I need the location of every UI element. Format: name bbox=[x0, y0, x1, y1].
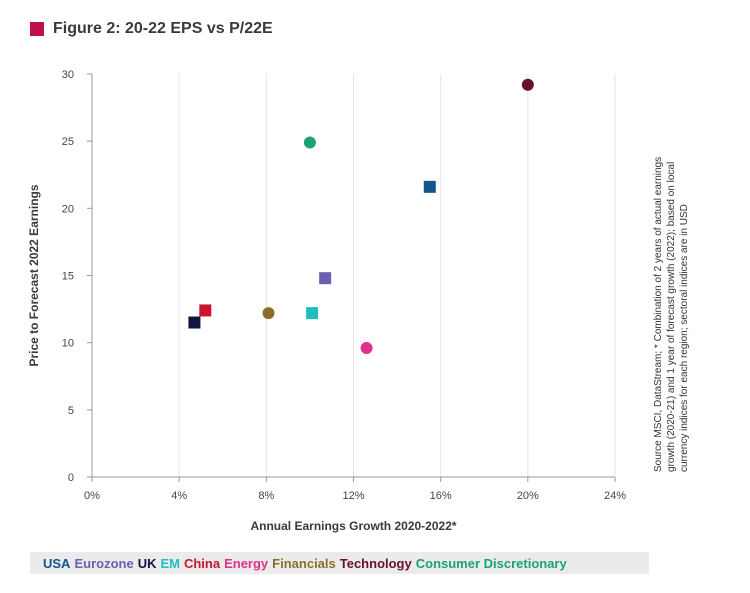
legend-item-china: China bbox=[183, 555, 221, 571]
data-point-eurozone bbox=[319, 272, 332, 285]
x-tick-label: 24% bbox=[604, 490, 626, 502]
legend-item-financials: Financials bbox=[272, 555, 336, 571]
title-marker bbox=[30, 22, 44, 36]
source-note: Source MSCI, DataStream; * Combination o… bbox=[653, 156, 690, 472]
data-point-technology bbox=[521, 78, 534, 91]
legend-item-energy: Energy bbox=[224, 555, 269, 571]
y-tick-label: 25 bbox=[62, 136, 74, 148]
x-tick-label: 20% bbox=[517, 490, 539, 502]
data-point-consumer-discretionary bbox=[303, 136, 316, 149]
data-point-china bbox=[199, 304, 212, 317]
legend-item-consumer-discretionary: Consumer Discretionary bbox=[415, 555, 567, 571]
data-point-usa bbox=[423, 180, 436, 193]
y-tick-label: 5 bbox=[68, 405, 74, 417]
x-tick-label: 8% bbox=[258, 490, 274, 502]
x-axis-title: Annual Earnings Growth 2020-2022* bbox=[250, 519, 456, 533]
data-point-financials bbox=[262, 307, 275, 320]
y-tick-label: 30 bbox=[62, 69, 74, 81]
x-tick-label: 4% bbox=[171, 490, 187, 502]
data-point-energy bbox=[360, 342, 373, 355]
y-tick-label: 20 bbox=[62, 203, 74, 215]
y-tick-label: 10 bbox=[62, 338, 74, 350]
x-tick-label: 12% bbox=[342, 490, 364, 502]
legend-item-uk: UK bbox=[137, 555, 157, 571]
data-point-em bbox=[306, 307, 319, 320]
legend-item-technology: Technology bbox=[339, 555, 412, 571]
y-tick-label: 15 bbox=[62, 271, 74, 283]
legend-item-usa: USA bbox=[43, 555, 71, 571]
legend: USA Eurozone UK EM China Energy Financials Tech… bbox=[30, 552, 649, 574]
data-point-uk bbox=[188, 316, 201, 329]
y-axis-title: Price to Forecast 2022 Earnings bbox=[27, 184, 41, 366]
legend-item-em: EM bbox=[160, 555, 180, 571]
x-tick-label: 16% bbox=[430, 490, 452, 502]
legend-item-eurozone: Eurozone bbox=[74, 555, 134, 571]
y-tick-label: 0 bbox=[68, 472, 74, 484]
x-tick-label: 0% bbox=[84, 490, 100, 502]
chart-title-block: Figure 2: 20-22 EPS vs P/22E bbox=[30, 20, 273, 38]
chart-title: Figure 2: 20-22 EPS vs P/22E bbox=[53, 20, 273, 37]
